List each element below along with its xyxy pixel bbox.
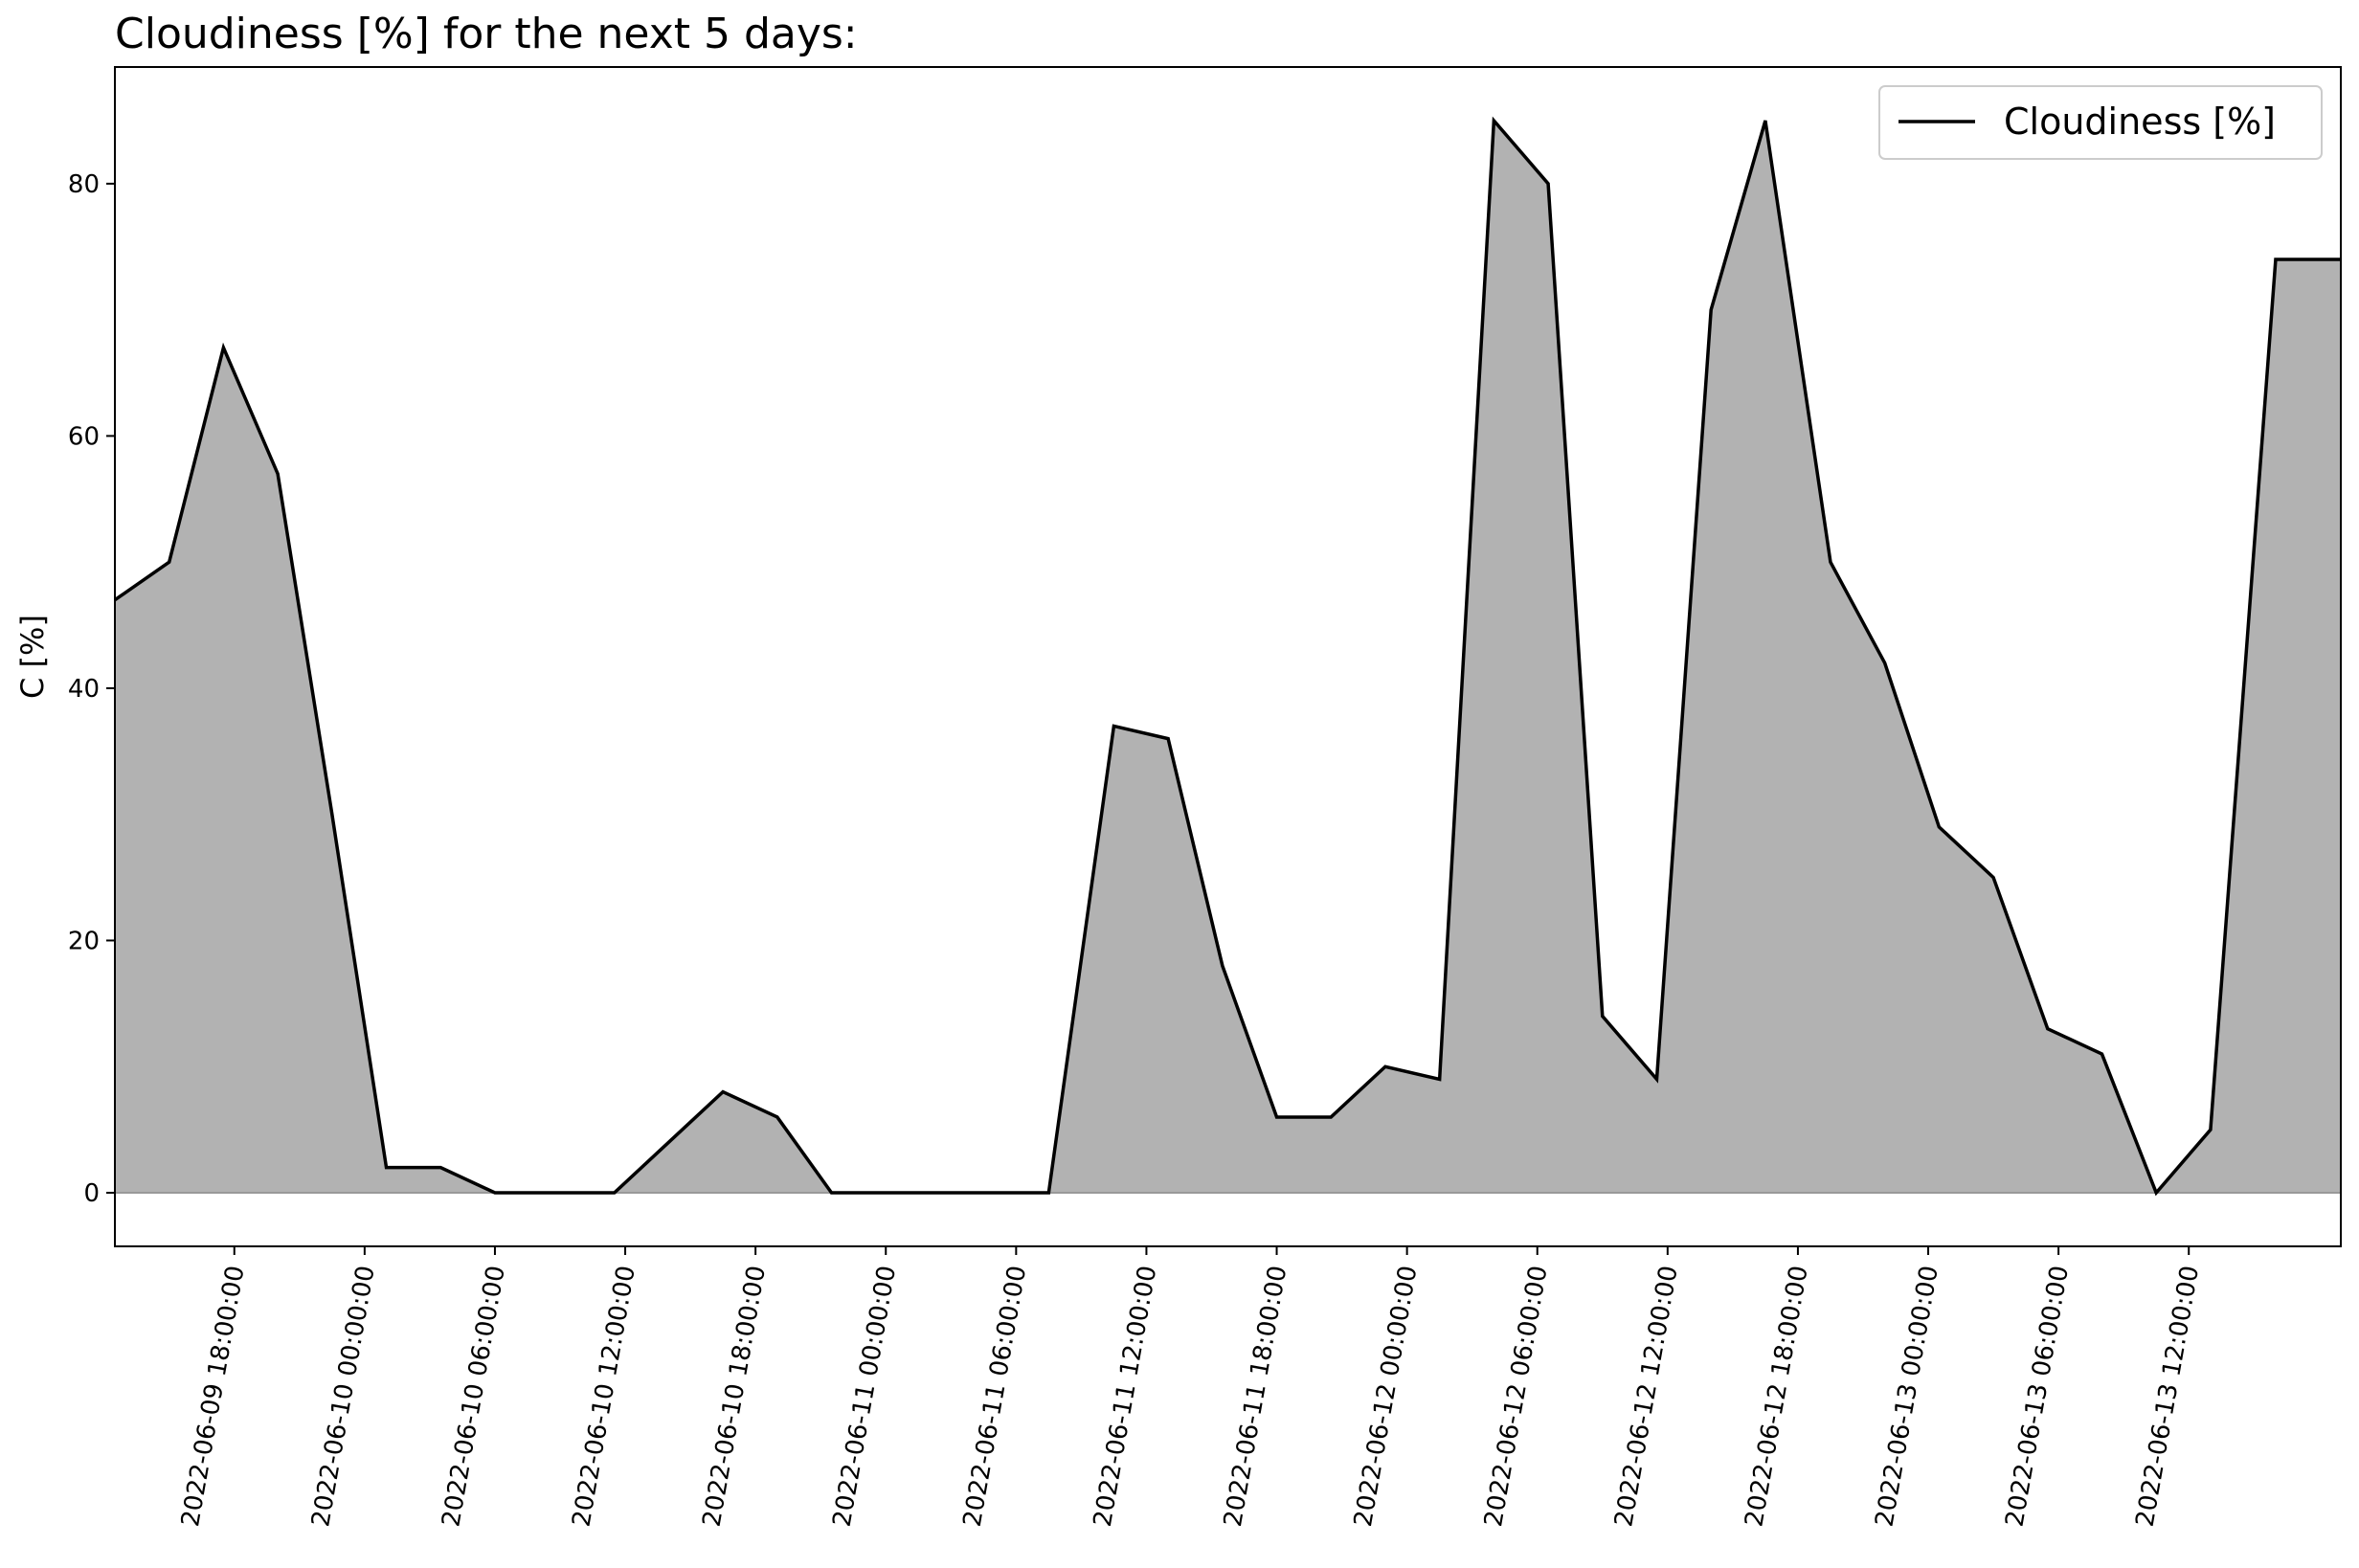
plot-area (113, 116, 2341, 1197)
legend-label: Cloudiness [%] (2004, 101, 2276, 143)
x-tick-label-7: 2022-06-11 12:00:00 (1089, 1264, 1162, 1529)
y-axis-label: C [%] (14, 615, 51, 699)
chart-title: Cloudiness [%] for the next 5 days: (115, 10, 858, 58)
plot-frame (114, 66, 2342, 1247)
y-tick-label-60: 60 (68, 422, 100, 451)
x-tick-label-2: 2022-06-10 06:00:00 (437, 1264, 510, 1529)
x-tick-label-12: 2022-06-12 18:00:00 (1740, 1264, 1813, 1529)
x-tick-label-10: 2022-06-12 06:00:00 (1479, 1264, 1553, 1529)
legend: Cloudiness [%] (1878, 85, 2323, 160)
y-tick-label-80: 80 (68, 170, 100, 199)
x-tick-label-0: 2022-06-09 18:00:00 (176, 1264, 250, 1529)
cloudiness-area (115, 121, 2341, 1193)
y-tick-label-0: 0 (83, 1179, 100, 1208)
x-tick-label-4: 2022-06-10 18:00:00 (698, 1264, 772, 1529)
cloudiness-line (113, 116, 2341, 1197)
x-tick-label-5: 2022-06-11 00:00:00 (828, 1264, 902, 1529)
x-tick-label-9: 2022-06-12 00:00:00 (1349, 1264, 1423, 1529)
x-tick-label-1: 2022-06-10 00:00:00 (306, 1264, 380, 1529)
x-tick-label-13: 2022-06-13 00:00:00 (1870, 1264, 1943, 1529)
x-tick-label-8: 2022-06-11 18:00:00 (1219, 1264, 1292, 1529)
y-tick-label-20: 20 (68, 927, 100, 955)
x-tick-label-6: 2022-06-11 06:00:00 (958, 1264, 1032, 1529)
y-axis: 0 20 40 60 80 (68, 170, 115, 1208)
x-tick-label-3: 2022-06-10 12:00:00 (567, 1264, 640, 1529)
x-tick-label-14: 2022-06-13 06:00:00 (2001, 1264, 2075, 1529)
x-axis: 2022-06-09 18:00:00 2022-06-10 00:00:00 20… (176, 1246, 2205, 1529)
x-tick-label-15: 2022-06-13 12:00:00 (2131, 1264, 2205, 1529)
y-tick-label-40: 40 (68, 675, 100, 704)
x-tick-label-11: 2022-06-12 12:00:00 (1609, 1264, 1683, 1529)
legend-box (1878, 85, 2323, 160)
